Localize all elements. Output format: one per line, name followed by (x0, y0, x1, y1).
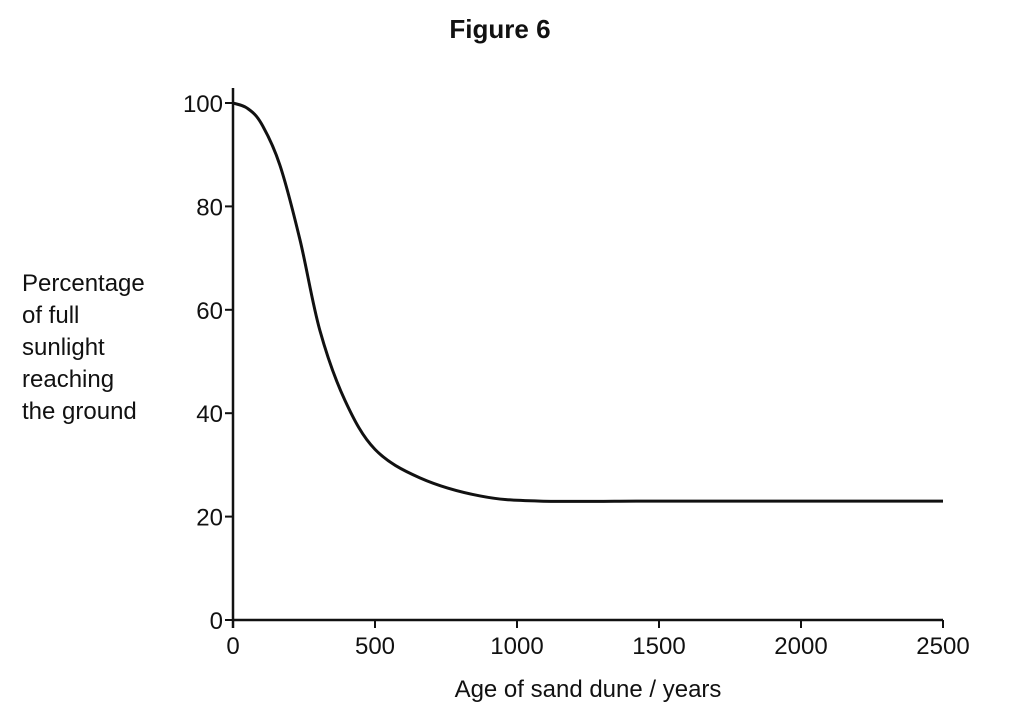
y-tick-label: 80 (196, 194, 223, 221)
y-tick-label: 40 (196, 401, 223, 428)
sunlight-curve (232, 101, 943, 503)
y-axis-label: Percentage of full sunlight reaching the… (22, 268, 145, 428)
axes (231, 88, 943, 628)
y-tick-label: 20 (196, 505, 223, 532)
figure-title: Figure 6 (449, 14, 551, 44)
y-axis-label-line: of full (22, 302, 80, 329)
y-tick-label: 0 (210, 608, 223, 635)
x-tick-label: 1500 (632, 633, 685, 660)
x-tick-label: 2500 (916, 633, 969, 660)
y-axis-label-line: the ground (22, 398, 137, 425)
x-tick-label: 1000 (490, 633, 543, 660)
y-tick-label: 60 (196, 298, 223, 325)
x-tick-label: 2000 (774, 633, 827, 660)
y-axis-label-line: reaching (22, 366, 115, 393)
y-tick-label: 100 (183, 91, 223, 118)
x-tick-label: 0 (226, 633, 239, 660)
x-axis-label: Age of sand dune / years (454, 676, 722, 703)
x-tick-label: 500 (355, 633, 395, 660)
y-axis-label-line: sunlight (22, 334, 105, 361)
y-axis-label-line: Percentage (22, 270, 145, 297)
